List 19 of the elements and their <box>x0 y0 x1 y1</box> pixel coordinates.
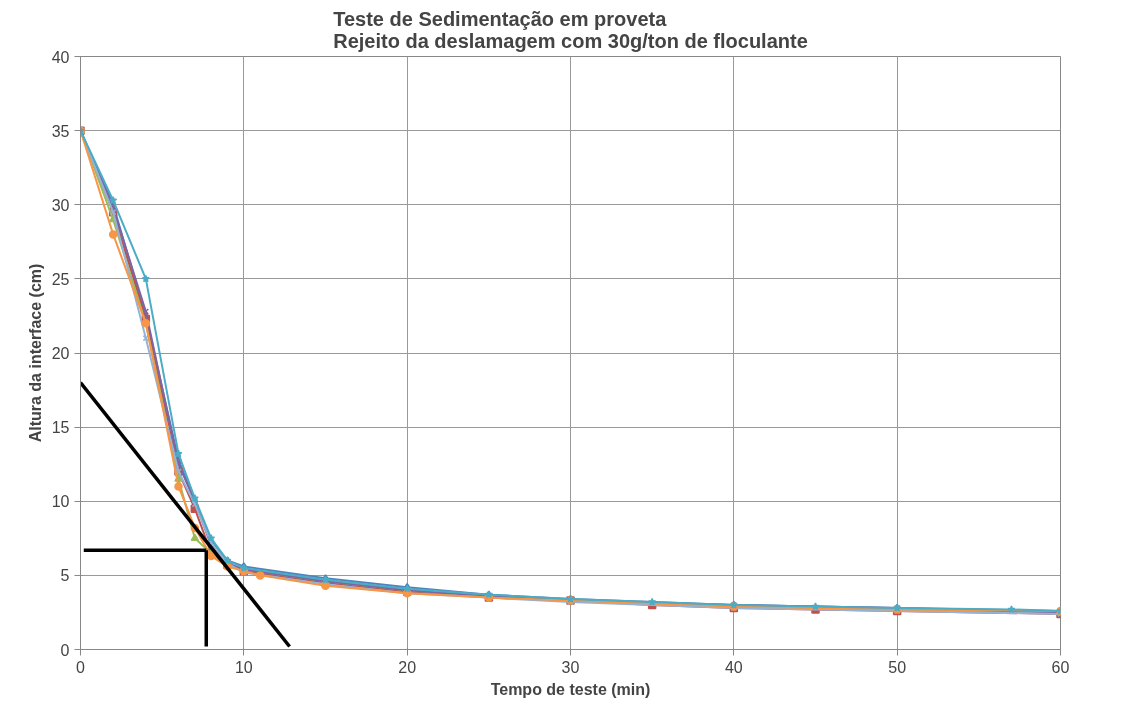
x-axis-title: Tempo de teste (min) <box>490 680 651 698</box>
y-axis-title: Altura da interface (cm) <box>26 263 44 443</box>
y-tick-label: 0 <box>60 641 70 659</box>
x-tick-label: 20 <box>398 658 417 676</box>
x-tick-label: 40 <box>724 658 743 676</box>
y-tick-label: 35 <box>51 122 70 140</box>
y-tick-label: 5 <box>60 567 70 585</box>
y-tick-label: 25 <box>51 270 70 288</box>
chart-title: Teste de Sedimentação em proveta Rejeito da deslamagem com 30g/ton de floculante <box>333 7 808 52</box>
x-tick-label: 0 <box>76 658 86 676</box>
y-tick-label: 20 <box>51 345 70 362</box>
y-tick-label: 15 <box>51 419 70 437</box>
x-tick-label: 10 <box>234 658 253 676</box>
x-tick-label: 50 <box>888 658 907 676</box>
y-tick-label: 10 <box>51 493 70 511</box>
y-tick-label: 30 <box>51 196 70 214</box>
x-tick-label: 60 <box>1051 658 1070 676</box>
y-tick-label: 40 <box>51 48 70 66</box>
x-tick-label: 30 <box>561 658 580 676</box>
